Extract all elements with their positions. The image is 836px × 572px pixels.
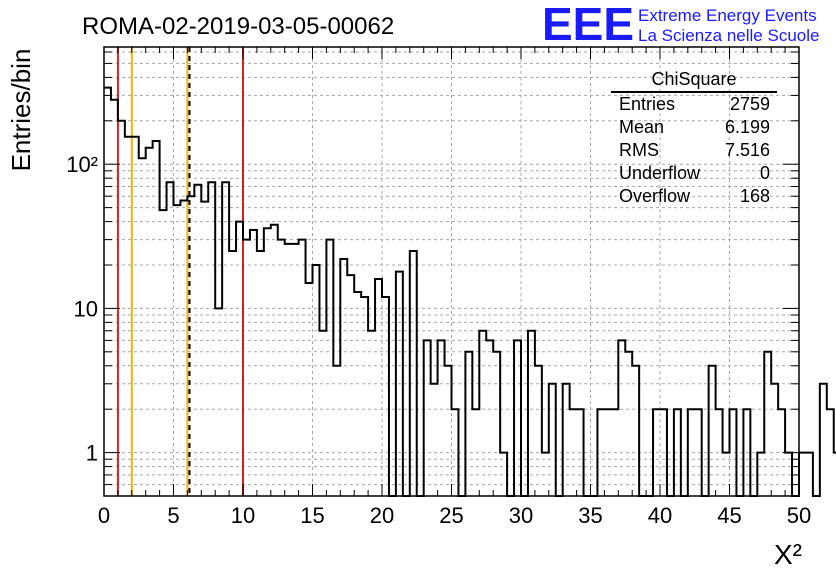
- histogram: [104, 86, 836, 497]
- logo-eee: EEE: [542, 0, 634, 50]
- x-tick-label: 10: [231, 503, 255, 528]
- stats-value: 0: [759, 163, 770, 183]
- stats-label: Underflow: [619, 163, 701, 183]
- stats-row-rms: RMS 7.516: [611, 139, 777, 162]
- eee-logo: EEE Extreme Energy Events La Scienza nel…: [542, 0, 819, 50]
- x-tick-label: 40: [648, 503, 672, 528]
- y-tick-label: 1: [86, 441, 98, 466]
- x-tick-label: 20: [370, 503, 394, 528]
- stats-row-entries: Entries 2759: [611, 93, 777, 116]
- stats-value: 6.199: [724, 117, 770, 137]
- stats-value: 7.516: [724, 140, 770, 160]
- x-tick-label: 35: [578, 503, 602, 528]
- stats-row-mean: Mean 6.199: [611, 116, 777, 139]
- x-tick-label: 5: [167, 503, 179, 528]
- stats-row-overflow: Overflow 168: [611, 185, 777, 208]
- stats-row-underflow: Underflow 0: [611, 162, 777, 185]
- x-tick-label: 0: [98, 503, 110, 528]
- stats-value: 2759: [729, 94, 770, 114]
- x-tick-label: 45: [717, 503, 741, 528]
- x-tick-label: 50: [787, 503, 811, 528]
- stats-label: RMS: [619, 140, 659, 160]
- reference-lines: [116, 47, 244, 496]
- stats-box: ChiSquare Entries 2759 Mean 6.199 RMS 7.…: [611, 68, 777, 208]
- histogram-line: [104, 86, 836, 497]
- stats-label: Overflow: [619, 186, 691, 206]
- y-tick-label: 10²: [66, 152, 98, 177]
- x-tick-label: 30: [509, 503, 533, 528]
- axes: 0 5 10 15 20 25 30 35 40 45 50 1 10 10²: [66, 46, 811, 528]
- y-axis-label: Entries/bin: [6, 49, 36, 172]
- logo-line-2: La Scienza nelle Scuole: [638, 26, 819, 45]
- stats-value: 168: [739, 186, 770, 206]
- x-tick-label: 15: [300, 503, 324, 528]
- y-tick-label: 10: [74, 296, 98, 321]
- stats-label: Entries: [619, 94, 676, 114]
- stats-label: Mean: [619, 117, 665, 137]
- x-axis-label: X²: [774, 539, 802, 570]
- run-title: ROMA-02-2019-03-05-00062: [82, 13, 394, 40]
- stats-title: ChiSquare: [611, 68, 777, 93]
- x-tick-label: 25: [439, 503, 463, 528]
- logo-line-1: Extreme Energy Events: [638, 6, 817, 25]
